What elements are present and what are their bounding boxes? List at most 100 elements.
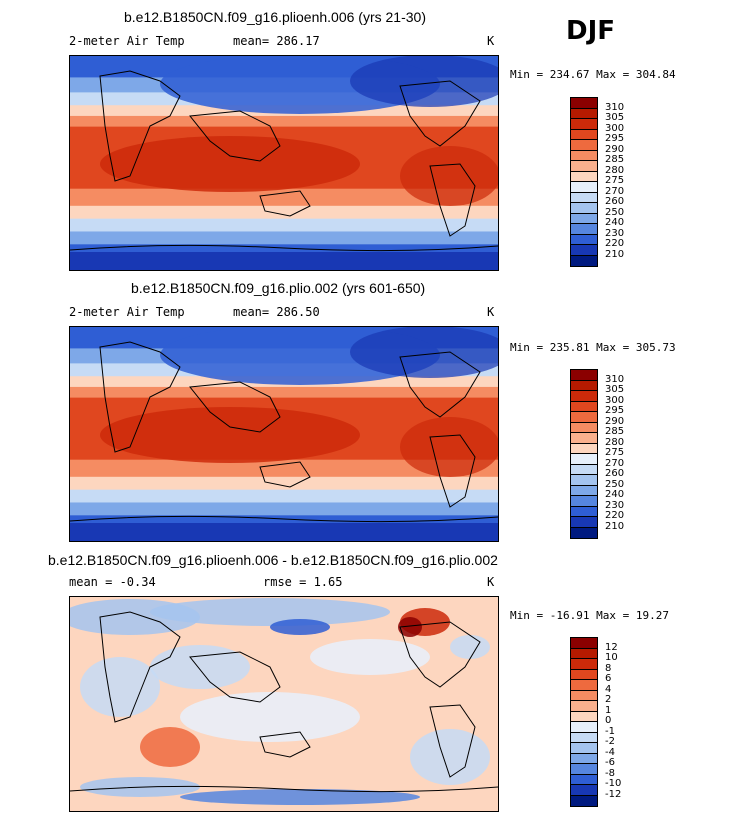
colorbar-swatch — [571, 464, 597, 475]
panel-2-colorbar-labels: 310 305 300 295 290 285 280 275 270 260 250 240 230 2… — [605, 369, 645, 537]
map-band — [70, 476, 498, 491]
coastline — [99, 341, 481, 508]
colorbar-label: 210 — [605, 248, 625, 260]
anomaly-region — [180, 692, 360, 742]
panel-1-mean-label: mean= 286.17 — [233, 34, 320, 48]
panel-1-colorbar-labels: 310 305 300 295 290 285 280 275 270 260 250 240 230 2… — [605, 97, 645, 265]
colorbar-swatch — [571, 203, 597, 214]
panel-3-map-field — [70, 597, 498, 811]
colorbar-swatch — [571, 785, 597, 796]
cold-north-america — [350, 327, 498, 378]
colorbar-label: 230 — [605, 227, 625, 239]
panel-2-title: b.e12.B1850CN.f09_g16.plio.002 (yrs 601-… — [131, 280, 426, 296]
colorbar-label: 260 — [605, 196, 625, 207]
colorbar-swatch — [571, 443, 597, 454]
colorbar-label: 305 — [605, 384, 625, 395]
colorbar-label: 310 — [605, 101, 625, 113]
colorbar-label: 220 — [605, 238, 625, 249]
map-band — [70, 205, 498, 220]
colorbar-label: -6 — [605, 757, 615, 768]
anomaly-region — [310, 639, 430, 675]
colorbar-swatch — [571, 245, 597, 256]
colorbar-label: 0 — [605, 715, 612, 726]
colorbar-swatch — [571, 475, 597, 486]
panel-1-map-field — [70, 56, 498, 270]
colorbar-label: 310 — [605, 373, 625, 385]
colorbar-swatch — [571, 150, 597, 161]
colorbar-swatch — [571, 648, 597, 659]
colorbar-swatch — [571, 433, 597, 444]
anomaly-region — [180, 789, 420, 805]
colorbar-label: 4 — [605, 683, 612, 695]
panel-3-colorbar — [570, 637, 598, 807]
colorbar-label: 285 — [605, 426, 625, 437]
colorbar-label: 290 — [605, 415, 625, 427]
colorbar-label: 270 — [605, 457, 625, 469]
colorbar-swatch — [571, 422, 597, 433]
anomaly-region — [450, 635, 490, 659]
colorbar-label: 1 — [605, 704, 612, 716]
warm-region — [400, 417, 498, 477]
antarctic-coastline — [70, 244, 498, 252]
colorbar-label: -8 — [605, 767, 615, 779]
panel-2-map — [69, 326, 499, 542]
colorbar-label: 2 — [605, 694, 612, 705]
colorbar-swatch — [571, 485, 597, 496]
panel-1-colorbar — [570, 97, 598, 267]
antarctic-coastline — [70, 785, 498, 793]
map-band — [70, 218, 498, 233]
colorbar-swatch — [571, 795, 597, 806]
colorbar-swatch — [571, 743, 597, 754]
colorbar-swatch — [571, 182, 597, 193]
panel-1-map — [69, 55, 499, 271]
map-band — [70, 459, 498, 478]
colorbar-label: 240 — [605, 489, 625, 500]
colorbar-swatch — [571, 108, 597, 119]
panel-3-minmax: Min = -16.91 Max = 19.27 — [510, 609, 669, 622]
colorbar-swatch — [571, 234, 597, 245]
colorbar-swatch — [571, 527, 597, 538]
colorbar-label: 12 — [605, 641, 618, 653]
map-band — [70, 386, 498, 399]
colorbar-swatch — [571, 701, 597, 712]
antarctica-cold — [70, 523, 498, 541]
warm-pool — [100, 407, 360, 463]
colorbar-label: -1 — [605, 725, 615, 737]
colorbar-label: -4 — [605, 746, 615, 758]
colorbar-label: 275 — [605, 447, 625, 458]
colorbar-label: 295 — [605, 405, 625, 416]
anomaly-region — [410, 729, 490, 785]
colorbar-label: 250 — [605, 478, 625, 490]
colorbar-swatch — [571, 659, 597, 670]
colorbar-swatch — [571, 764, 597, 775]
colorbar-swatch — [571, 732, 597, 743]
panel-2-units: K — [487, 305, 495, 319]
colorbar-swatch — [571, 255, 597, 266]
panel-2-colorbar — [570, 369, 598, 539]
colorbar-label: 240 — [605, 217, 625, 228]
cold-north-america — [350, 56, 498, 107]
colorbar-label: 305 — [605, 112, 625, 123]
colorbar-label: -2 — [605, 736, 615, 747]
warm-region — [400, 146, 498, 206]
colorbar-swatch — [571, 370, 597, 381]
colorbar-label: 280 — [605, 164, 625, 176]
colorbar-label: 260 — [605, 468, 625, 479]
colorbar-swatch — [571, 140, 597, 151]
map-band — [70, 115, 498, 128]
panel-3-mean-label: mean = -0.34 — [69, 575, 156, 589]
colorbar-swatch — [571, 129, 597, 140]
antarctic-coastline — [70, 515, 498, 523]
colorbar-label: 210 — [605, 520, 625, 532]
colorbar-swatch — [571, 192, 597, 203]
colorbar-swatch — [571, 380, 597, 391]
colorbar-label: 275 — [605, 175, 625, 186]
anomaly-region — [150, 645, 250, 689]
antarctica-cold — [70, 252, 498, 270]
panel-2-minmax: Min = 235.81 Max = 305.73 — [510, 341, 676, 354]
anomaly-region — [80, 657, 160, 717]
colorbar-swatch — [571, 454, 597, 465]
warm-pool — [100, 136, 360, 192]
colorbar-label: -12 — [605, 788, 622, 800]
colorbar-swatch — [571, 98, 597, 109]
